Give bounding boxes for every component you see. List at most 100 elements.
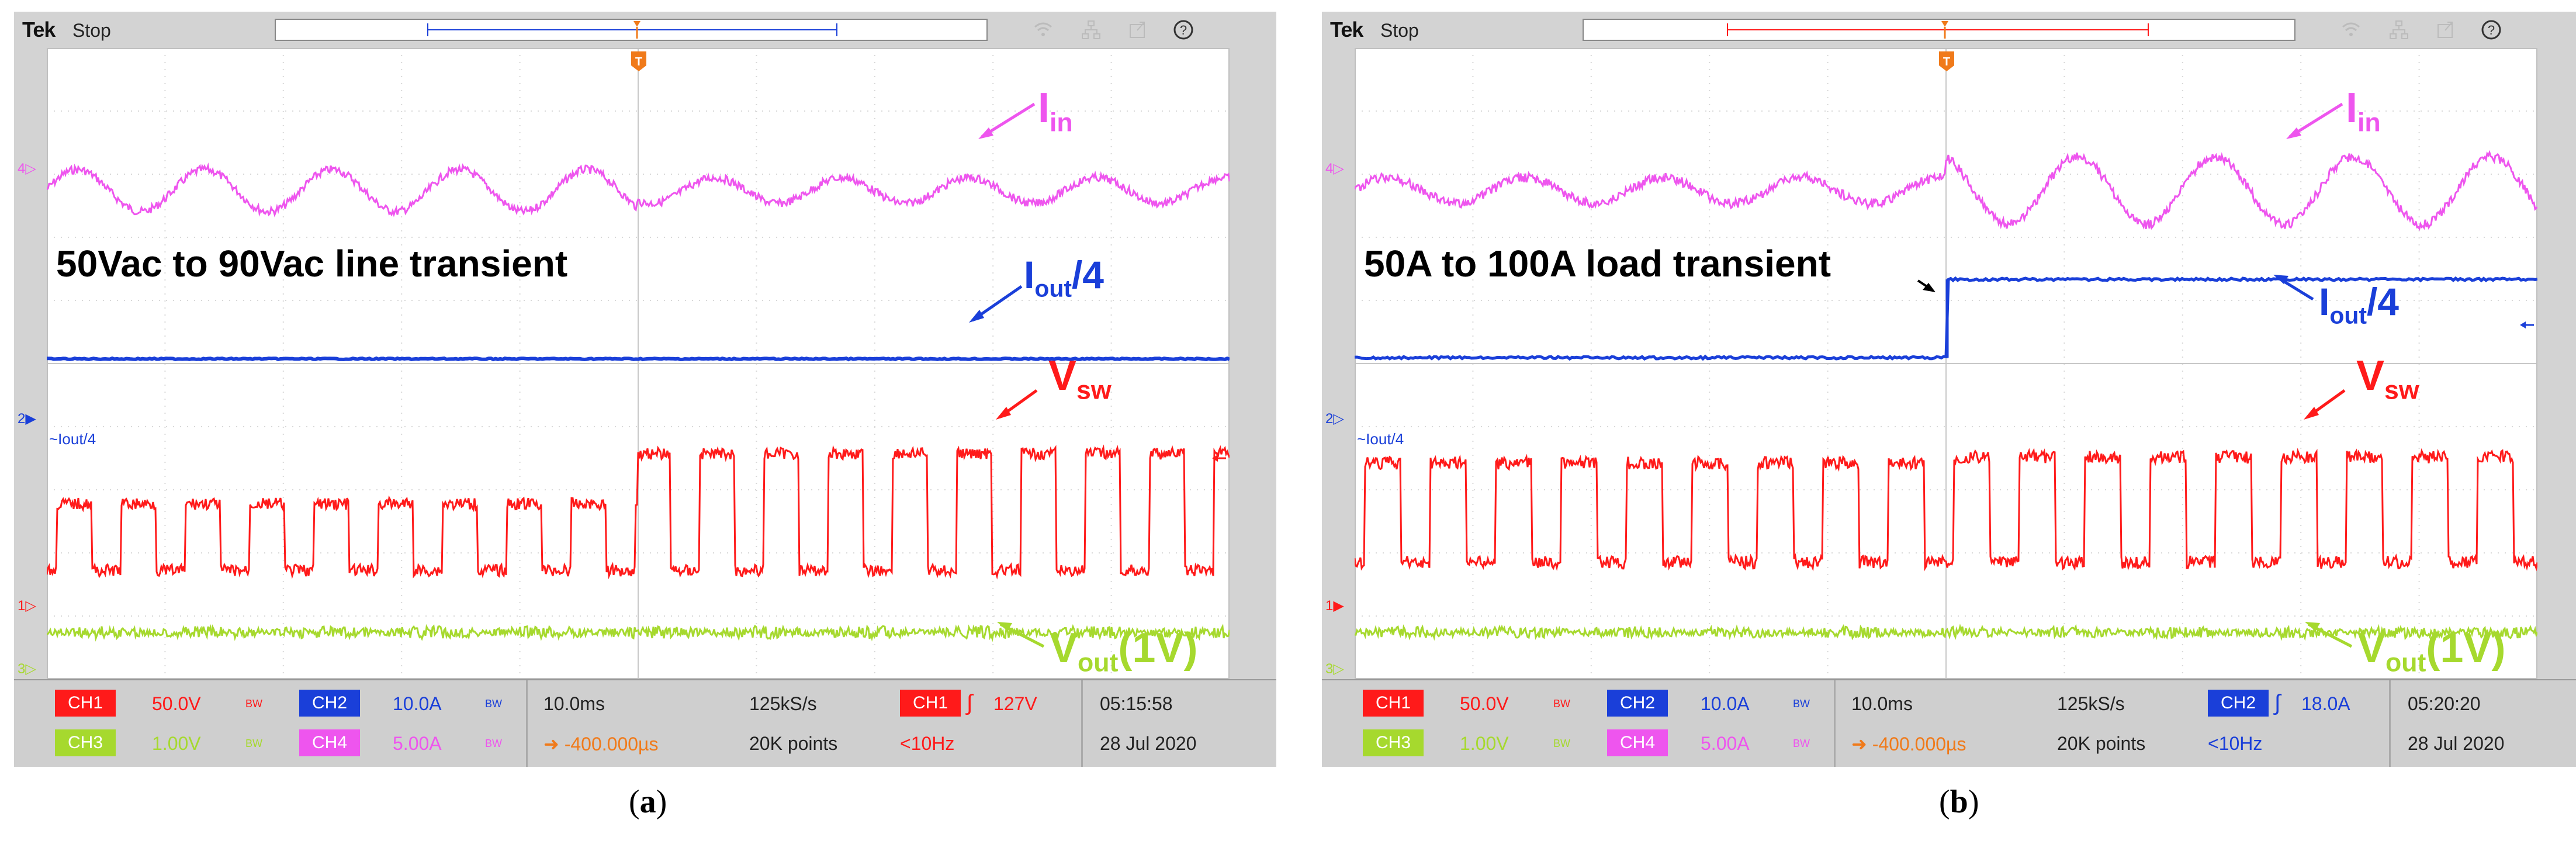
ch1-bw-limit: BW xyxy=(245,698,262,710)
transient-label: 50A to 100A load transient xyxy=(1364,243,1831,285)
help-icon[interactable]: ? xyxy=(2480,19,2502,41)
brand-logo: Tek xyxy=(22,18,56,41)
ch4-marker[interactable]: 4▷ xyxy=(18,161,36,177)
export-icon[interactable] xyxy=(1127,19,1149,41)
annotation-arrows xyxy=(969,102,1226,648)
horizontal-scale[interactable]: 10.0ms xyxy=(543,693,605,714)
export-icon[interactable] xyxy=(2435,19,2457,41)
svg-text:?: ? xyxy=(2488,23,2495,37)
trigger-position-marker[interactable]: T xyxy=(1939,51,1954,71)
wifi-icon[interactable] xyxy=(2340,19,2362,41)
clock-date: 28 Jul 2020 xyxy=(2408,733,2505,754)
ch4-scale[interactable]: 5.00A xyxy=(393,733,442,754)
trigger-slope-icon: ∫ xyxy=(2274,691,2281,715)
iout-annotation: Iout/4 xyxy=(2319,280,2399,329)
scope-panel-b: Tek Stop ? 4▷ 2▷ 1▶ 3▷ xyxy=(1322,12,2576,767)
ch2-bw-limit: BW xyxy=(485,698,502,710)
svg-text:?: ? xyxy=(1180,23,1187,37)
network-icon[interactable] xyxy=(1080,19,1102,41)
ch4-button[interactable]: CH4 xyxy=(1607,729,1668,756)
horizontal-position[interactable]: ➜ -400.000µs xyxy=(1851,734,1966,755)
ch1-switch-voltage-trace xyxy=(1355,448,2537,572)
ch3-output-voltage-trace xyxy=(47,623,1230,642)
iin-annotation: Iin xyxy=(1038,85,1073,137)
ch2-side-label: ~Iout/4 xyxy=(49,430,96,448)
vsw-annotation: Vsw xyxy=(2356,352,2419,405)
acquisition-state: Stop xyxy=(72,20,111,41)
trigger-source[interactable]: CH2 xyxy=(2208,690,2269,717)
clock-time: 05:15:58 xyxy=(1100,693,1173,714)
ch1-scale[interactable]: 50.0V xyxy=(152,693,201,714)
position-arrow-icon: ➜ xyxy=(543,734,565,755)
ch3-button[interactable]: CH3 xyxy=(55,729,116,756)
graticule xyxy=(1355,48,2537,679)
ch2-button[interactable]: CH2 xyxy=(299,690,360,717)
sample-rate: 125kS/s xyxy=(749,693,817,714)
ch4-bw-limit: BW xyxy=(1793,738,1810,749)
svg-text:T: T xyxy=(1943,56,1950,68)
waveform-display[interactable]: T ~Iout/4 50A to 100A load transient Iin… xyxy=(1355,48,2537,679)
ch2-scale[interactable]: 10.0A xyxy=(393,693,442,714)
wifi-icon[interactable] xyxy=(1032,19,1054,41)
trace-area: T xyxy=(47,51,1230,648)
trigger-level[interactable]: 127V xyxy=(993,693,1037,714)
ch2-side-label: ~Iout/4 xyxy=(1357,430,1404,448)
trigger-position-marker[interactable]: T xyxy=(631,51,646,71)
horizontal-scale[interactable]: 10.0ms xyxy=(1851,693,1913,714)
clock-time: 05:20:20 xyxy=(2408,693,2481,714)
annotation-arrows xyxy=(1917,102,2534,648)
scope-top-bar: Tek Stop ? xyxy=(1322,12,2576,48)
iout-annotation: Iout/4 xyxy=(1024,253,1104,302)
transient-label: 50Vac to 90Vac line transient xyxy=(56,243,568,285)
graticule xyxy=(47,48,1230,679)
record-length: 20K points xyxy=(749,733,838,754)
trigger-frequency: <10Hz xyxy=(900,733,955,754)
ch3-bw-limit: BW xyxy=(245,738,262,749)
clock-date: 28 Jul 2020 xyxy=(1100,733,1197,754)
ch2-scale[interactable]: 10.0A xyxy=(1701,693,1750,714)
record-window-indicator xyxy=(427,21,837,39)
waveform-display[interactable]: T ~Iout/4 50Vac to 90Vac line transient … xyxy=(47,48,1230,679)
trigger-frequency: <10Hz xyxy=(2208,733,2263,754)
scope-panel-a: Tek Stop ? 4▷ 2▶ 1▷ 3▷ xyxy=(14,12,1276,767)
ch2-output-current-trace xyxy=(47,356,1230,362)
ch4-input-current-trace xyxy=(47,162,1230,217)
ch1-button[interactable]: CH1 xyxy=(55,690,116,717)
ch3-output-voltage-trace xyxy=(1355,623,2537,641)
record-length: 20K points xyxy=(2057,733,2146,754)
trigger-slope-icon: ∫ xyxy=(967,691,973,715)
help-icon[interactable]: ? xyxy=(1172,19,1194,41)
svg-text:T: T xyxy=(635,56,642,68)
ch1-marker[interactable]: 1▶ xyxy=(1325,598,1344,614)
ch2-marker[interactable]: 2▷ xyxy=(1325,411,1344,427)
ch2-button[interactable]: CH2 xyxy=(1607,690,1668,717)
scope-top-bar: Tek Stop ? xyxy=(14,12,1276,48)
trigger-level[interactable]: 18.0A xyxy=(2301,693,2350,714)
ch1-button[interactable]: CH1 xyxy=(1363,690,1424,717)
network-icon[interactable] xyxy=(2388,19,2410,41)
sample-rate: 125kS/s xyxy=(2057,693,2125,714)
acquisition-state: Stop xyxy=(1380,20,1419,41)
horizontal-position[interactable]: ➜ -400.000µs xyxy=(543,734,659,755)
ch4-button[interactable]: CH4 xyxy=(299,729,360,756)
vsw-annotation: Vsw xyxy=(1048,352,1112,405)
ch1-switch-voltage-trace xyxy=(47,444,1230,580)
ch4-marker[interactable]: 4▷ xyxy=(1325,161,1344,177)
ch3-bw-limit: BW xyxy=(1553,738,1570,749)
ch2-marker[interactable]: 2▶ xyxy=(18,411,36,427)
record-view-bar[interactable] xyxy=(275,19,988,41)
record-window-indicator xyxy=(1727,21,2149,39)
trigger-source[interactable]: CH1 xyxy=(900,690,961,717)
ch1-bw-limit: BW xyxy=(1553,698,1570,710)
ch3-scale[interactable]: 1.00V xyxy=(1460,733,1509,754)
ch3-button[interactable]: CH3 xyxy=(1363,729,1424,756)
ch3-marker[interactable]: 3▷ xyxy=(18,661,36,677)
ch3-marker[interactable]: 3▷ xyxy=(1325,661,1344,677)
ch4-scale[interactable]: 5.00A xyxy=(1701,733,1750,754)
ch3-scale[interactable]: 1.00V xyxy=(152,733,201,754)
ch1-marker[interactable]: 1▷ xyxy=(18,598,36,614)
record-view-bar[interactable] xyxy=(1583,19,2295,41)
scope-settings-bar: CH1 50.0V BW CH2 10.0A BW CH3 1.00V BW C… xyxy=(1322,679,2576,767)
ch1-scale[interactable]: 50.0V xyxy=(1460,693,1509,714)
ch2-output-current-trace xyxy=(1355,276,2537,361)
